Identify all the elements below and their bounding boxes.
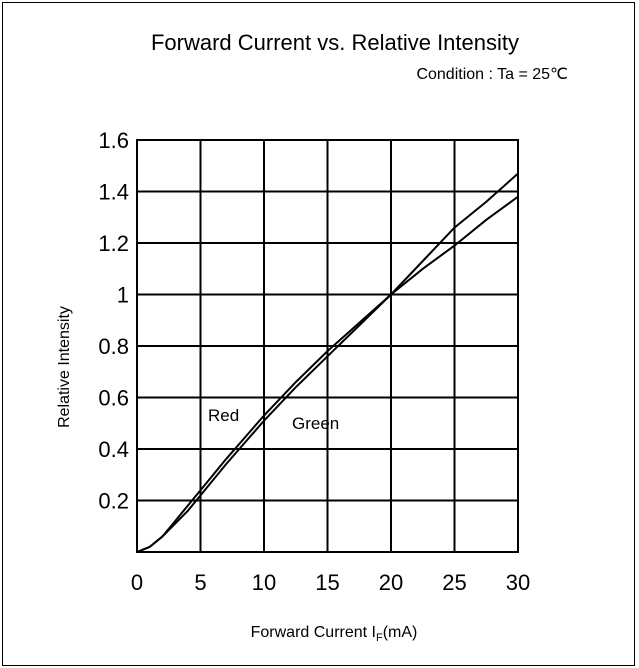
y-tick-label: 0.2 [98, 489, 129, 514]
y-axis-label: Relative Intensity [56, 306, 73, 428]
x-tick-label: 0 [131, 570, 143, 595]
series-label-red: Red [208, 406, 239, 425]
y-tick-label: 1.6 [98, 128, 129, 153]
x-tick-label: 30 [506, 570, 530, 595]
y-tick-label: 0.6 [98, 386, 129, 411]
x-tick-label: 10 [252, 570, 276, 595]
series-line-green [136, 195, 519, 553]
grid [136, 139, 519, 553]
tick-labels: 0 5 10 15 20 25 30 0.2 0.4 0.6 0.8 1 1.2 1.4 1.6 [98, 128, 530, 595]
chart-title: Forward Current vs. Relative Intensity [151, 30, 519, 55]
y-tick-label: 1.2 [98, 231, 129, 256]
x-tick-label: 25 [442, 570, 466, 595]
series-label-green: Green [292, 414, 339, 433]
x-axis-label: Forward Current IF(mA) [251, 624, 418, 644]
x-tick-label: 15 [315, 570, 339, 595]
y-tick-label: 1 [117, 283, 129, 308]
series-lines [136, 172, 519, 553]
x-axis-label-main: Forward Current I [251, 624, 376, 641]
y-tick-label: 0.8 [98, 334, 129, 359]
x-tick-label: 5 [194, 570, 206, 595]
y-tick-label: 1.4 [98, 180, 129, 205]
x-tick-label: 20 [379, 570, 403, 595]
chart-subtitle: Condition : Ta = 25℃ [416, 66, 568, 83]
x-axis-label-unit: (mA) [383, 624, 418, 641]
x-axis-label-sub: F [376, 632, 383, 644]
y-tick-label: 0.4 [98, 437, 129, 462]
